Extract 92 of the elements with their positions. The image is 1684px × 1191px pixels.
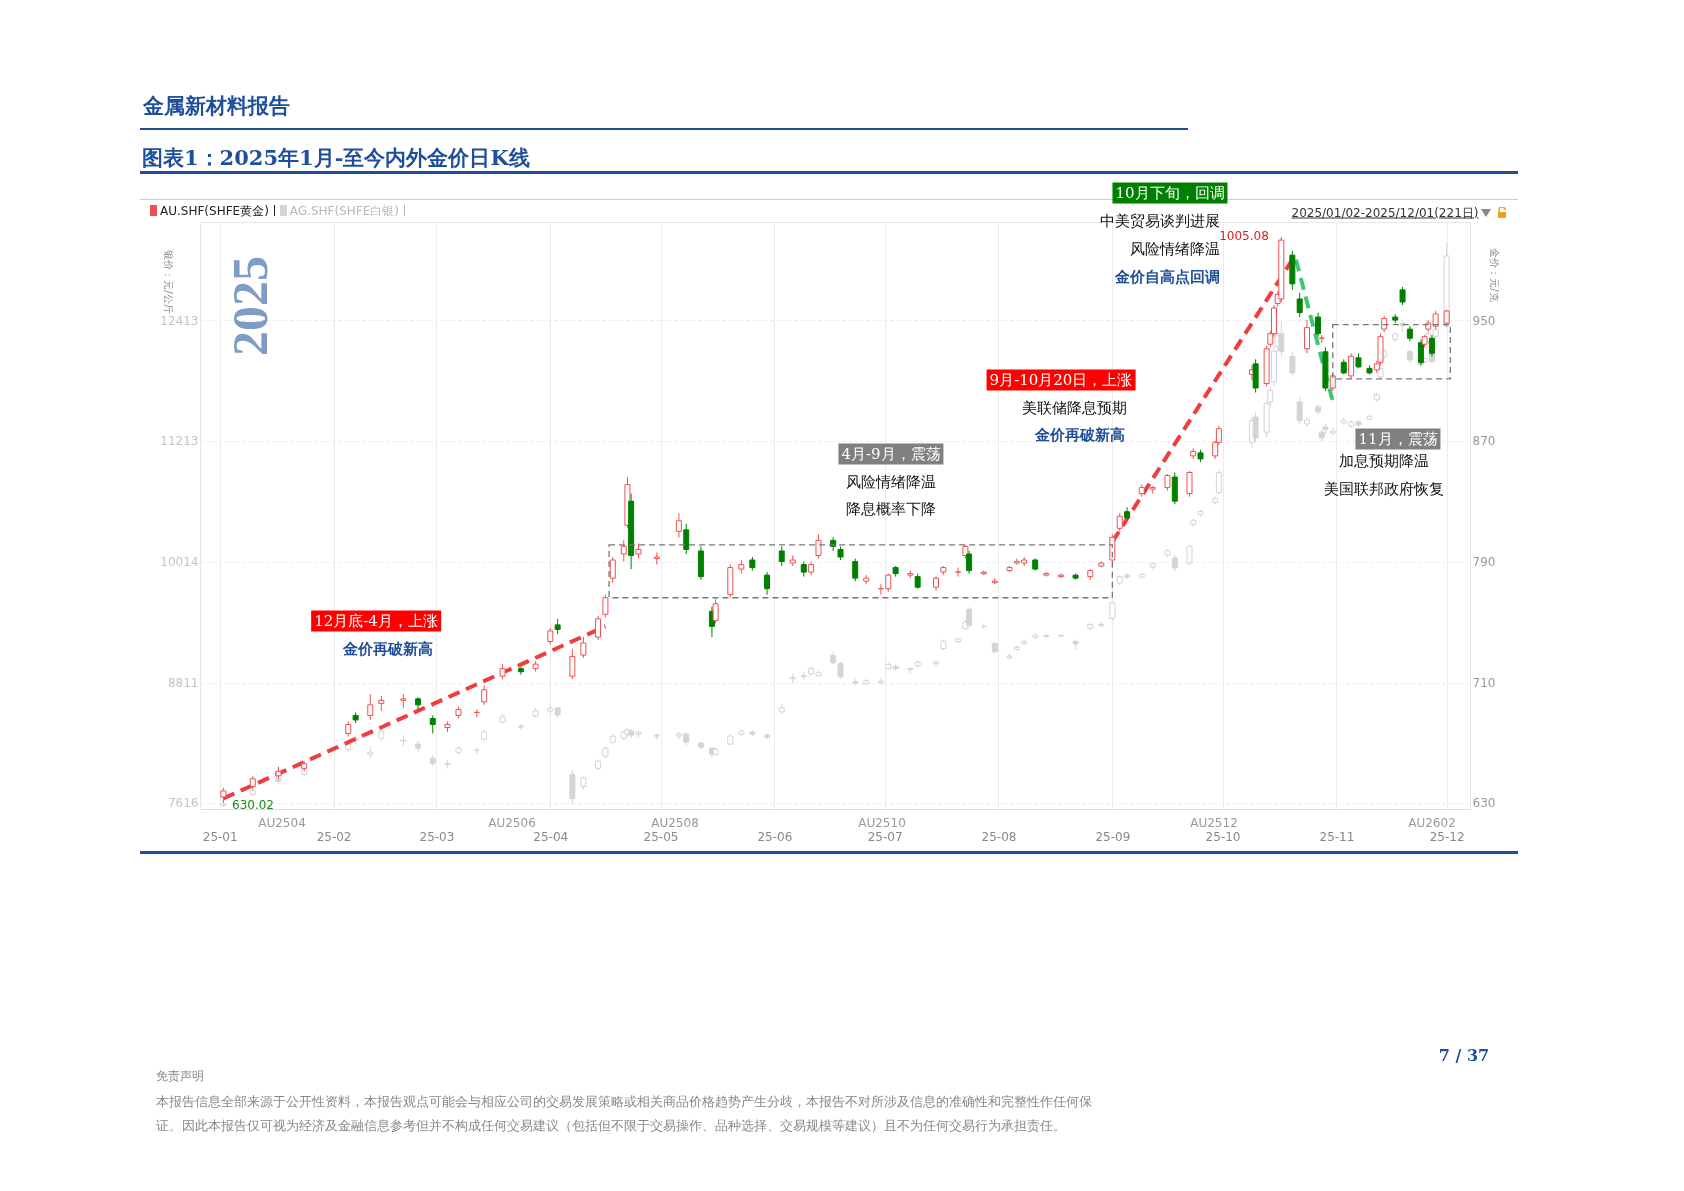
- annotation: 美国联邦政府恢复: [1324, 479, 1444, 499]
- annotation: 加息预期降温: [1339, 451, 1429, 471]
- x-tick-label: 25-01: [202, 829, 238, 844]
- text: AU2508: [651, 816, 699, 830]
- annotation: 9月-10月20日，上涨: [986, 369, 1136, 391]
- annotation: 金价再破新高: [343, 639, 433, 659]
- candlestick: [1215, 469, 1222, 496]
- y2-tick-label: 710: [1472, 675, 1496, 690]
- annotation: 630.02: [232, 798, 274, 812]
- y2-axis-title: 金价：元/克: [1488, 248, 1501, 302]
- x-tick-label: 25-08: [981, 829, 1017, 844]
- x-tick-label: 25-06: [757, 829, 793, 844]
- y-tick-label: 7616: [167, 796, 199, 811]
- x-tick-label: 25-04: [533, 829, 569, 844]
- x-tick-label: 25-10: [1205, 829, 1241, 844]
- candlestick: [933, 659, 940, 667]
- candlestick: [580, 636, 587, 659]
- y-tick-label: 8811: [167, 676, 199, 691]
- y-tick-label: 12413: [160, 313, 199, 328]
- candlestick: [683, 523, 690, 555]
- candlestick: [569, 648, 576, 680]
- candlestick: [367, 693, 374, 721]
- annotation: 4月-9月，震荡: [838, 443, 944, 465]
- candlestick: [712, 598, 719, 624]
- candlestick: [609, 556, 616, 584]
- y2-tick-label: 870: [1472, 434, 1496, 449]
- candlestick: [955, 567, 962, 578]
- candlestick: [1252, 411, 1259, 443]
- candlestick: [1109, 600, 1116, 621]
- candlestick: [764, 571, 771, 596]
- annotation: 11月，震荡: [1355, 428, 1441, 450]
- candlestick: [481, 684, 488, 706]
- candlestick: [1304, 319, 1311, 354]
- legend-label: AU.SHF(SHFE黄金): [160, 204, 269, 218]
- candlestick: [1289, 351, 1296, 378]
- candlestick: [1186, 470, 1193, 498]
- text: 本报告信息全部来源于公开性资料，本报告观点可能会与相应公司的交易发展策略或相关商品价格趋势产生分歧，本报告不对所涉及信息的准确性和完整性作任何保证。因此本报告仅可视为经济及金融信息参考但并不构成任何交易建议（包括但不限于交易操作、品种选择、交易规模等建议）且不为任何交易行为承担责任。: [156, 1093, 1093, 1135]
- y-axis-title: 银价：元/公斤: [162, 250, 175, 314]
- text: 7 / 37: [1438, 1045, 1490, 1065]
- candlestick: [966, 606, 973, 628]
- x-tick-label: 25-03: [419, 829, 455, 844]
- y-tick-label: 10014: [160, 555, 199, 570]
- annotation: 12月底-4月，上涨: [311, 610, 441, 632]
- candlestick: [1399, 286, 1406, 306]
- y2-tick-label: 950: [1472, 313, 1496, 328]
- x-tick-label: 25-02: [316, 829, 352, 844]
- text: 免责声明: [156, 1067, 204, 1085]
- candlestick: [415, 740, 422, 753]
- candlestick: [1186, 544, 1193, 566]
- annotation: 金价再破新高: [1035, 425, 1125, 445]
- annotation: 美联储降息预期: [1021, 398, 1127, 418]
- chart-title: 图表1：2025年1月-至今内外金价日K线: [142, 144, 530, 172]
- x-tick-label: 25-12: [1429, 829, 1465, 844]
- text: AU2506: [488, 816, 536, 830]
- x-tick-label: 25-11: [1319, 829, 1355, 844]
- candlestick: [517, 666, 524, 676]
- text: AU2510: [858, 816, 906, 830]
- y-tick-label: 11213: [160, 434, 199, 449]
- annotation: 风险情绪降温: [846, 472, 936, 492]
- annotation: 金价自高点回调: [1114, 267, 1220, 287]
- candlestick: [966, 550, 973, 575]
- candlestick: [595, 615, 602, 641]
- annotation: 降息概率下降: [846, 499, 936, 519]
- text: AU2512: [1190, 816, 1238, 830]
- x-tick-label: 25-09: [1095, 829, 1131, 844]
- candlestick: [1315, 312, 1322, 338]
- candlestick: [852, 558, 859, 582]
- annotation: 1005.08: [1219, 229, 1269, 243]
- candlestick: [1116, 512, 1123, 532]
- candlestick: [955, 636, 962, 644]
- x-tick-label: 25-05: [643, 829, 679, 844]
- annotation: 2025: [221, 256, 279, 356]
- text: 10月下旬，回调: [1112, 182, 1228, 204]
- legend-label: AG.SHF(SHFE白银): [289, 204, 399, 218]
- annotation: 风险情绪降温: [1130, 239, 1220, 259]
- candlestick: [602, 594, 609, 618]
- y2-tick-label: 790: [1472, 555, 1496, 570]
- candlestick: [620, 539, 627, 563]
- candlestick: [1348, 352, 1355, 380]
- x-tick-label: 25-07: [867, 829, 903, 844]
- text: 金属新材料报告: [143, 92, 290, 120]
- text: AU2504: [258, 816, 306, 830]
- text: AU2602: [1408, 816, 1456, 830]
- candlestick: [778, 545, 785, 567]
- candlestick: [517, 723, 524, 731]
- y2-tick-label: 630: [1472, 796, 1496, 811]
- candlestick: [675, 512, 682, 538]
- text: 2025/01/02-2025/12/01(221日): [1291, 204, 1479, 222]
- candlestick: [1296, 292, 1303, 318]
- annotation: 中美贸易谈判进展: [1100, 211, 1220, 231]
- candlestick: [429, 714, 436, 735]
- candlestick: [815, 533, 822, 560]
